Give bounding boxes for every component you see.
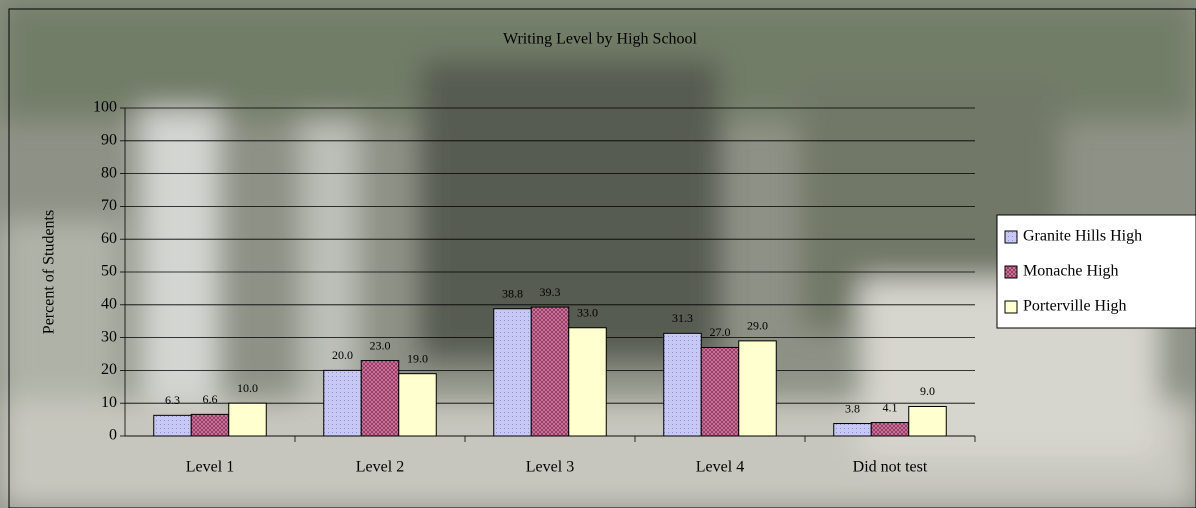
value-label: 6.3 bbox=[165, 393, 180, 407]
y-tick-label: 20 bbox=[101, 361, 117, 378]
bar bbox=[870, 422, 910, 437]
legend-swatch bbox=[1004, 300, 1018, 314]
bar bbox=[323, 369, 362, 437]
plot-area: 0 10 20 30 40 50 60 70 80 90 100 Level 1 6.3 6.6 10.0 L… bbox=[93, 99, 976, 476]
value-label: 6.6 bbox=[203, 392, 218, 406]
y-tick-label: 100 bbox=[93, 99, 117, 116]
x-tick-label: Did not test bbox=[853, 459, 928, 476]
legend: Granite Hills High Monache High Portervill… bbox=[996, 214, 1196, 329]
y-tick-label: 90 bbox=[101, 131, 117, 148]
value-label: 10.0 bbox=[237, 381, 258, 395]
bar bbox=[153, 414, 192, 437]
value-label: 4.1 bbox=[883, 400, 898, 414]
value-label: 23.0 bbox=[370, 338, 391, 352]
bar bbox=[568, 327, 607, 437]
legend-label: Granite Hills High bbox=[1023, 228, 1142, 245]
value-label: 39.3 bbox=[540, 285, 561, 299]
bar bbox=[530, 306, 570, 437]
bar bbox=[493, 308, 532, 437]
y-tick-label: 30 bbox=[101, 328, 117, 345]
bar bbox=[360, 360, 400, 437]
chart-title: Writing Level by High School bbox=[503, 31, 698, 48]
y-tick-label: 10 bbox=[101, 394, 117, 411]
bar bbox=[398, 373, 437, 437]
value-label: 3.8 bbox=[845, 401, 860, 415]
value-label: 38.8 bbox=[502, 286, 523, 300]
legend-label: Monache High bbox=[1023, 263, 1119, 280]
value-label: 20.0 bbox=[332, 348, 353, 362]
value-label: 27.0 bbox=[710, 325, 731, 339]
y-tick-label: 40 bbox=[101, 295, 117, 312]
legend-swatch bbox=[1004, 265, 1018, 279]
y-tick-label: 70 bbox=[101, 197, 117, 214]
y-tick-label: 50 bbox=[101, 263, 117, 280]
y-tick-label: 80 bbox=[101, 164, 117, 181]
legend-swatch bbox=[1004, 230, 1018, 244]
value-label: 9.0 bbox=[920, 384, 935, 398]
bar bbox=[908, 405, 947, 437]
bar bbox=[190, 413, 230, 437]
value-label: 31.3 bbox=[672, 311, 693, 325]
bar bbox=[228, 402, 267, 437]
x-tick-label: Level 1 bbox=[186, 459, 234, 476]
value-label: 29.0 bbox=[747, 319, 768, 333]
x-tick-label: Level 2 bbox=[356, 459, 404, 476]
y-axis-label: Percent of Students bbox=[41, 210, 58, 334]
bar bbox=[700, 346, 740, 437]
y-tick-label: 60 bbox=[101, 230, 117, 247]
value-label: 19.0 bbox=[407, 351, 428, 365]
bar bbox=[738, 340, 777, 437]
x-tick-label: Level 3 bbox=[526, 459, 574, 476]
y-tick-label: 0 bbox=[109, 427, 117, 444]
bar bbox=[833, 423, 872, 437]
legend-box bbox=[996, 214, 1196, 329]
value-label: 33.0 bbox=[577, 306, 598, 320]
legend-label: Porterville High bbox=[1023, 298, 1127, 315]
x-tick-label: Level 4 bbox=[696, 459, 744, 476]
bar bbox=[663, 332, 702, 437]
